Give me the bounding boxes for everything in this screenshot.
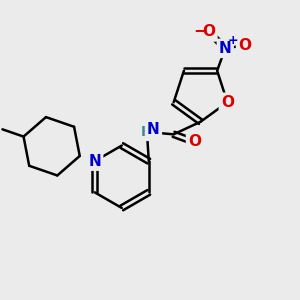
- Text: O: O: [188, 134, 201, 149]
- Text: +: +: [227, 34, 238, 46]
- Text: N: N: [219, 41, 232, 56]
- Text: −: −: [194, 21, 208, 39]
- Text: N: N: [88, 154, 101, 169]
- Text: O: O: [238, 38, 251, 53]
- Text: O: O: [221, 95, 234, 110]
- Text: H: H: [141, 125, 153, 139]
- Text: N: N: [147, 122, 160, 136]
- Text: O: O: [202, 25, 215, 40]
